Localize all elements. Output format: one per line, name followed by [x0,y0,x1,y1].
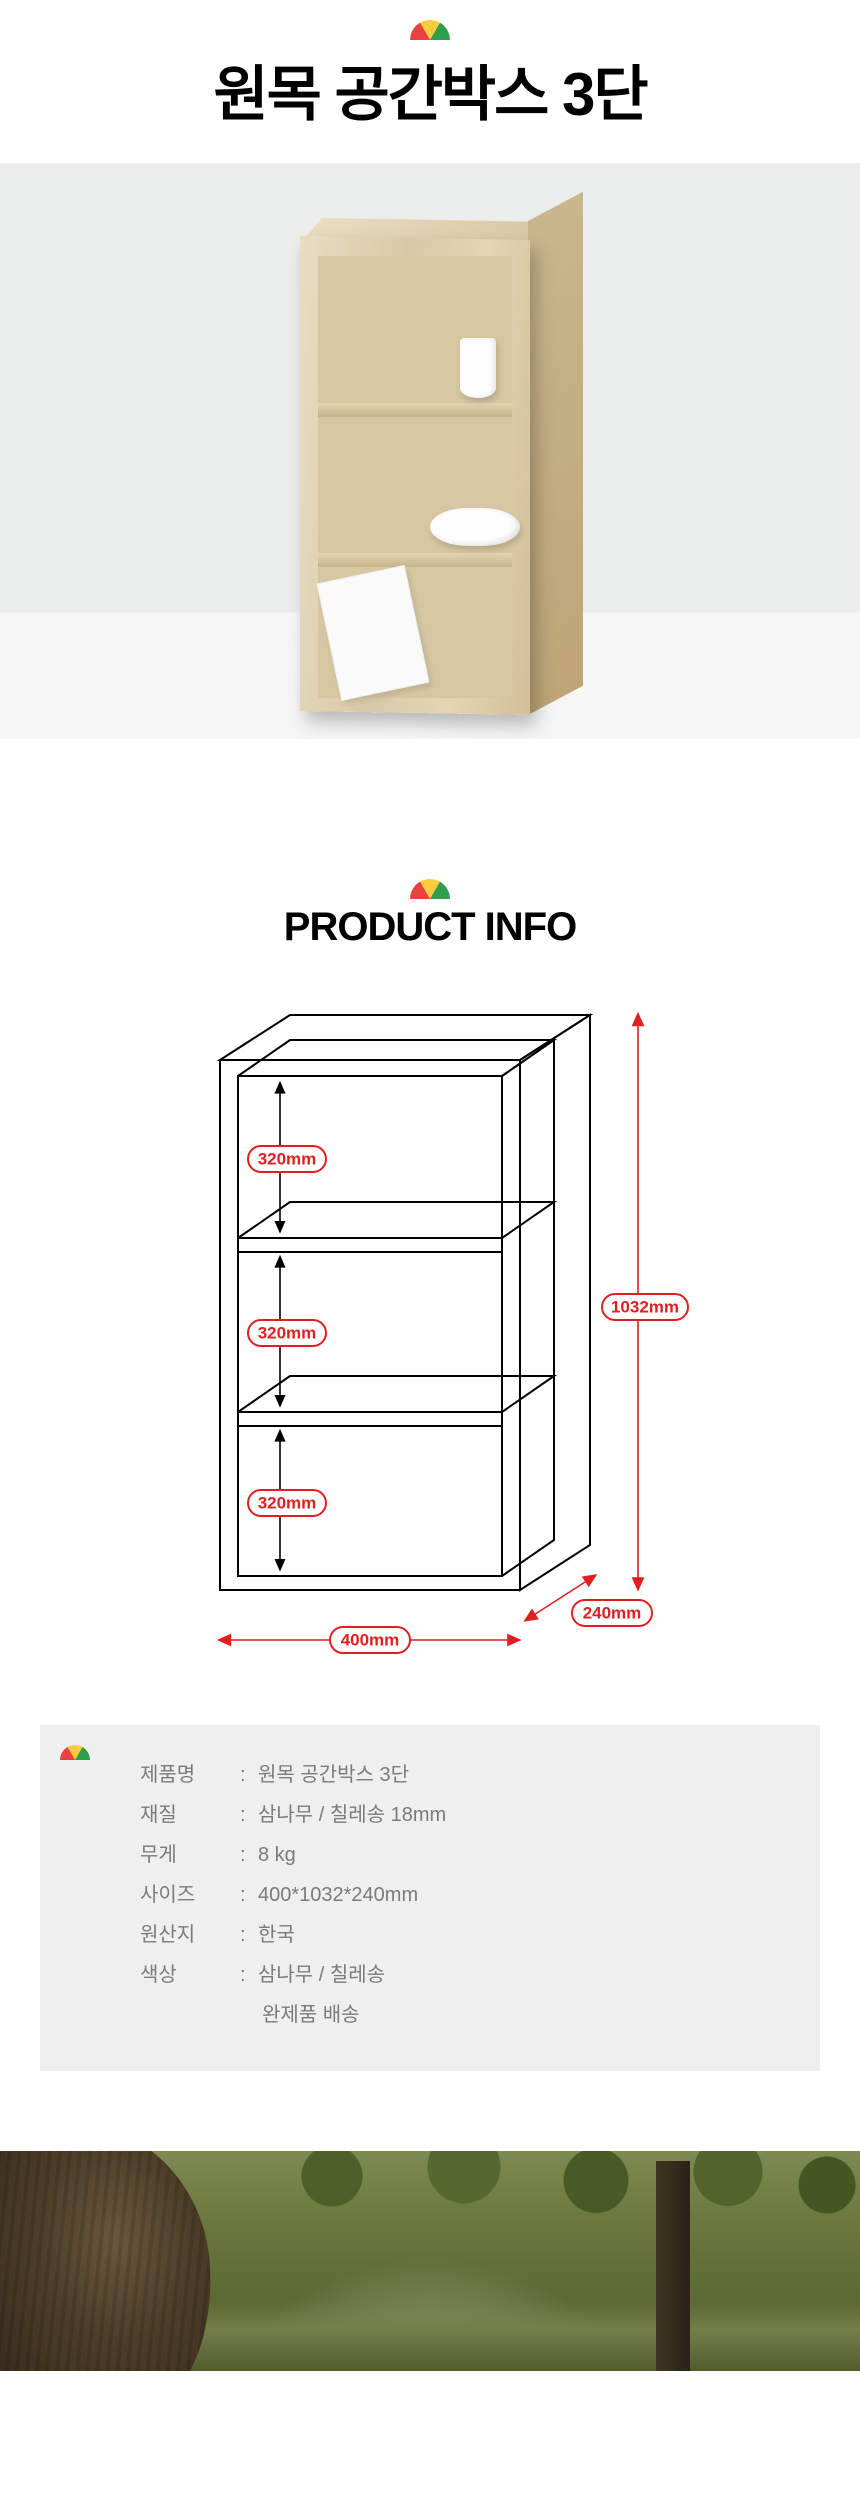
forest-image [0,2151,860,2371]
svg-text:320mm: 320mm [258,1323,317,1342]
svg-text:400mm: 400mm [341,1630,400,1649]
product-title: 원목 공간박스 3단 [0,46,860,133]
spec-row: 사이즈 : 400*1032*240mm [140,1875,780,1915]
spec-label: 제품명 [140,1755,240,1795]
spec-row: 색상 : 삼나무 / 칠레송 [140,1955,780,1995]
info-title: PRODUCT INFO [0,905,860,950]
dim-shelf1: 320mm [248,1146,326,1172]
product-photo [0,163,860,739]
spec-value: 8 kg [258,1835,296,1875]
svg-text:1032mm: 1032mm [611,1297,679,1316]
prop-cup [460,338,496,398]
rainbow-icon [410,879,450,899]
spec-note: 완제품 배송 [262,1995,780,2035]
prop-bowl [430,508,520,546]
dim-shelf3: 320mm [248,1490,326,1516]
spec-row: 무게 : 8 kg [140,1835,780,1875]
dimension-diagram: 320mm 320mm 320mm 1032mm 240mm [130,980,730,1685]
hero-section: 원목 공간박스 3단 [0,0,860,163]
dim-shelf2: 320mm [248,1320,326,1346]
info-heading: PRODUCT INFO [0,879,860,950]
spec-value: 삼나무 / 칠레송 [258,1955,385,1995]
spec-box: 제품명 : 원목 공간박스 3단 재질 : 삼나무 / 칠레송 18mm 무게 … [40,1725,820,2071]
spec-label: 무게 [140,1835,240,1875]
shelf-render [300,208,600,713]
spec-value: 삼나무 / 칠레송 18mm [258,1795,446,1835]
svg-text:320mm: 320mm [258,1493,317,1512]
spec-label: 재질 [140,1795,240,1835]
dim-height: 1032mm [602,1294,688,1320]
spec-label: 색상 [140,1955,240,1995]
svg-text:240mm: 240mm [583,1603,642,1622]
dim-width: 400mm [330,1627,410,1653]
svg-text:320mm: 320mm [258,1149,317,1168]
rainbow-icon [410,20,450,40]
spec-row: 재질 : 삼나무 / 칠레송 18mm [140,1795,780,1835]
spec-table: 제품명 : 원목 공간박스 3단 재질 : 삼나무 / 칠레송 18mm 무게 … [140,1755,780,2035]
spec-row: 제품명 : 원목 공간박스 3단 [140,1755,780,1795]
spec-label: 원산지 [140,1915,240,1955]
spec-value: 400*1032*240mm [258,1875,418,1915]
dim-depth: 240mm [572,1600,652,1626]
spec-label: 사이즈 [140,1875,240,1915]
spec-row: 원산지 : 한국 [140,1915,780,1955]
rainbow-icon [60,1745,90,1760]
spec-value: 한국 [258,1915,295,1955]
spec-value: 원목 공간박스 3단 [258,1755,409,1795]
